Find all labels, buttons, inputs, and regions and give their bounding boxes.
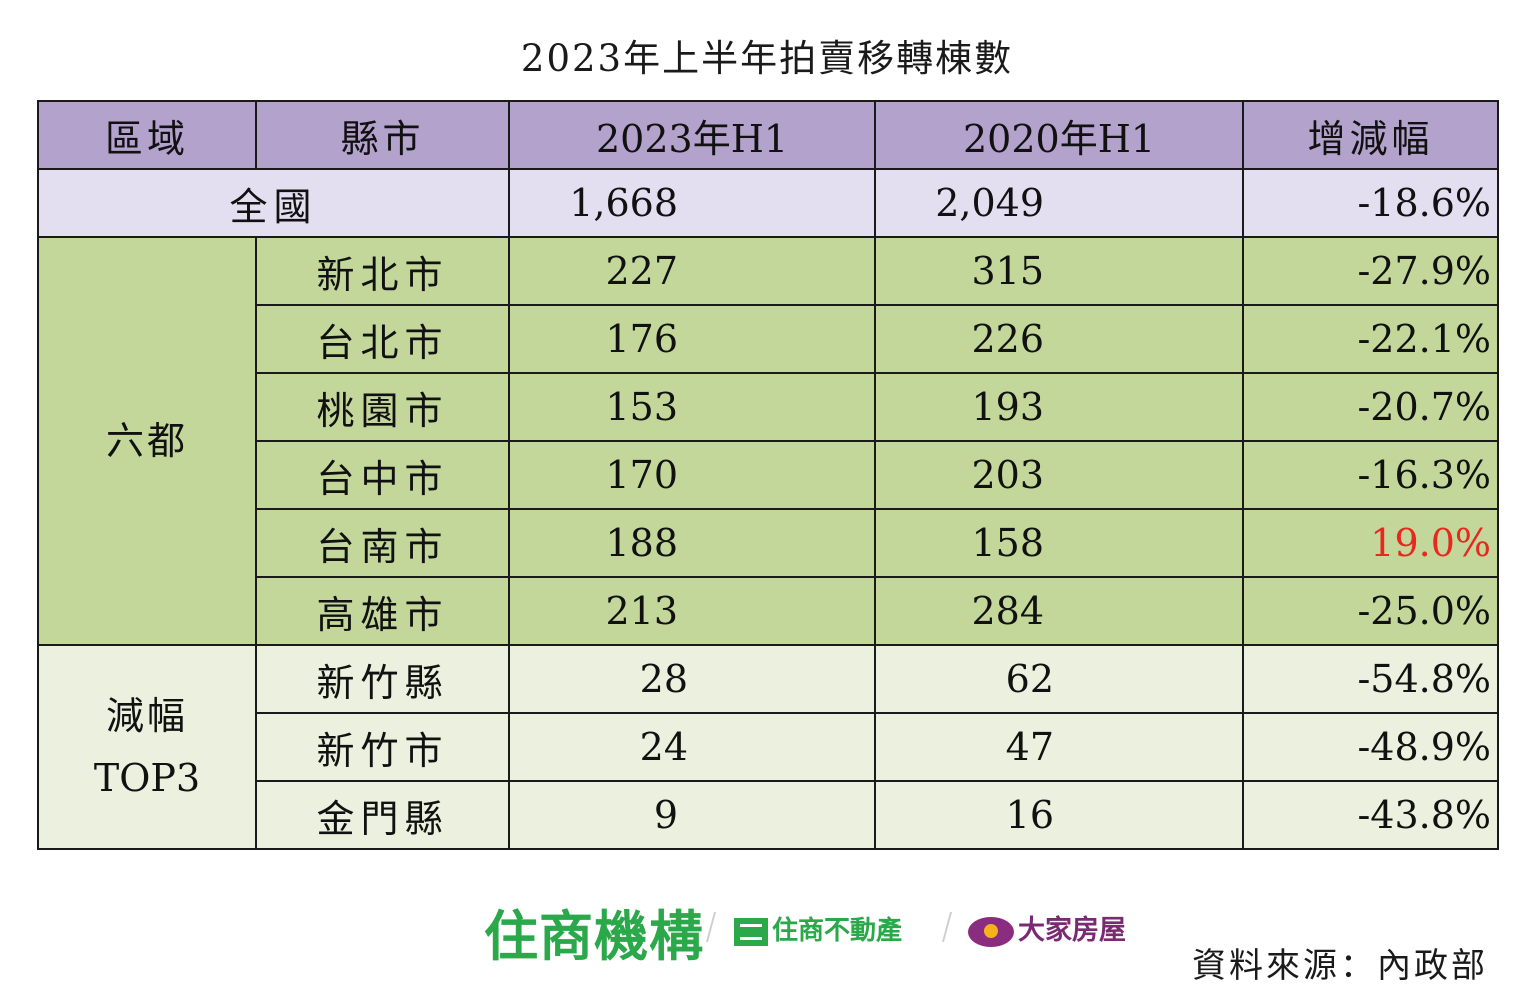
value-2023h1: 188 bbox=[508, 508, 876, 578]
value-2023h1: 213 bbox=[508, 576, 876, 646]
logo-brand3-text: 大家房屋 bbox=[1018, 915, 1126, 946]
header-2023h1: 2023年H1 bbox=[508, 100, 876, 170]
brand-logos: 住商機構 住商不動產 大家房屋 bbox=[484, 892, 1144, 968]
value-change: -48.9% bbox=[1242, 712, 1499, 782]
city-cell: 台北市 bbox=[255, 304, 510, 374]
table-row: 六都 新北市 227 315 -27.9% bbox=[37, 236, 1499, 646]
table-title: 2023年上半年拍賣移轉棟數 bbox=[520, 37, 1014, 80]
logo-brand2-text: 住商不動產 bbox=[772, 916, 903, 946]
logo-divider bbox=[705, 912, 717, 942]
value-2020h1: 203 bbox=[874, 440, 1244, 510]
value-2023h1: 176 bbox=[508, 304, 876, 374]
auction-transfer-table: 區域 縣市 2023年H1 2020年H1 增減幅 全國 1,668 2,049… bbox=[37, 100, 1499, 850]
value-2020h1: 62 bbox=[874, 644, 1244, 714]
value-2023h1: 28 bbox=[508, 644, 876, 714]
table-row: 台北市 176 226 -22.1% bbox=[38, 304, 1499, 374]
city-cell: 新竹市 bbox=[255, 712, 510, 782]
value-2020h1: 193 bbox=[874, 372, 1244, 442]
table-row: 桃園市 153 193 -20.7% bbox=[38, 372, 1499, 442]
logo-brand3: 大家房屋 bbox=[968, 908, 1126, 947]
value-change: -25.0% bbox=[1242, 576, 1499, 646]
national-2020h1: 2,049 bbox=[874, 168, 1244, 238]
value-change: -22.1% bbox=[1242, 304, 1499, 374]
national-row: 全國 1,668 2,049 -18.6% bbox=[37, 168, 1499, 238]
city-cell: 高雄市 bbox=[255, 576, 510, 646]
logo-brand2: 住商不動產 bbox=[734, 910, 902, 947]
value-2020h1: 47 bbox=[874, 712, 1244, 782]
logo-main: 住商機構 bbox=[484, 905, 704, 968]
group-top3-label-line1: 減幅 bbox=[105, 694, 188, 738]
value-change: -54.8% bbox=[1242, 644, 1499, 714]
building-icon bbox=[734, 917, 768, 946]
value-change-positive: 19.0% bbox=[1242, 508, 1499, 578]
group-six-cities: 六都 bbox=[37, 236, 257, 646]
value-2023h1: 227 bbox=[508, 236, 876, 306]
value-2023h1: 153 bbox=[508, 372, 876, 442]
value-2020h1: 158 bbox=[874, 508, 1244, 578]
city-cell: 金門縣 bbox=[255, 780, 510, 850]
header-region: 區域 bbox=[37, 100, 257, 170]
national-label: 全國 bbox=[37, 168, 510, 238]
table-row: 台南市 188 158 19.0% bbox=[38, 508, 1499, 578]
value-change: -20.7% bbox=[1242, 372, 1499, 442]
value-2023h1: 24 bbox=[508, 712, 876, 782]
header-change: 增減幅 bbox=[1242, 100, 1499, 170]
value-change: -27.9% bbox=[1242, 236, 1499, 306]
header-2020h1: 2020年H1 bbox=[874, 100, 1244, 170]
header-row: 區域 縣市 2023年H1 2020年H1 增減幅 bbox=[37, 100, 1499, 170]
table-row: 高雄市 213 284 -25.0% bbox=[38, 576, 1499, 646]
value-change: -43.8% bbox=[1242, 780, 1499, 850]
city-cell: 新竹縣 bbox=[255, 644, 510, 714]
logo-divider bbox=[941, 912, 953, 942]
table-row: 減幅 TOP3 新竹縣 28 62 -54.8% bbox=[37, 644, 1499, 850]
city-cell: 桃園市 bbox=[255, 372, 510, 442]
value-change: -16.3% bbox=[1242, 440, 1499, 510]
data-source-note: 資料來源：內政部 bbox=[1192, 946, 1488, 986]
city-cell: 台中市 bbox=[255, 440, 510, 510]
value-2023h1: 9 bbox=[508, 780, 876, 850]
group-top3-decline: 減幅 TOP3 bbox=[37, 644, 257, 850]
value-2023h1: 170 bbox=[508, 440, 876, 510]
value-2020h1: 16 bbox=[874, 780, 1244, 850]
city-cell: 新北市 bbox=[255, 236, 510, 306]
header-city: 縣市 bbox=[255, 100, 510, 170]
table-row: 金門縣 9 16 -43.8% bbox=[38, 780, 1499, 850]
group-top3-label-line2: TOP3 bbox=[93, 756, 201, 800]
value-2020h1: 315 bbox=[874, 236, 1244, 306]
city-cell: 台南市 bbox=[255, 508, 510, 578]
value-2020h1: 226 bbox=[874, 304, 1244, 374]
brand-mark-icon bbox=[968, 916, 1014, 947]
value-2020h1: 284 bbox=[874, 576, 1244, 646]
table-row: 新竹市 24 47 -48.9% bbox=[38, 712, 1499, 782]
national-2023h1: 1,668 bbox=[508, 168, 876, 238]
national-change: -18.6% bbox=[1242, 168, 1499, 238]
table-row: 台中市 170 203 -16.3% bbox=[38, 440, 1499, 510]
